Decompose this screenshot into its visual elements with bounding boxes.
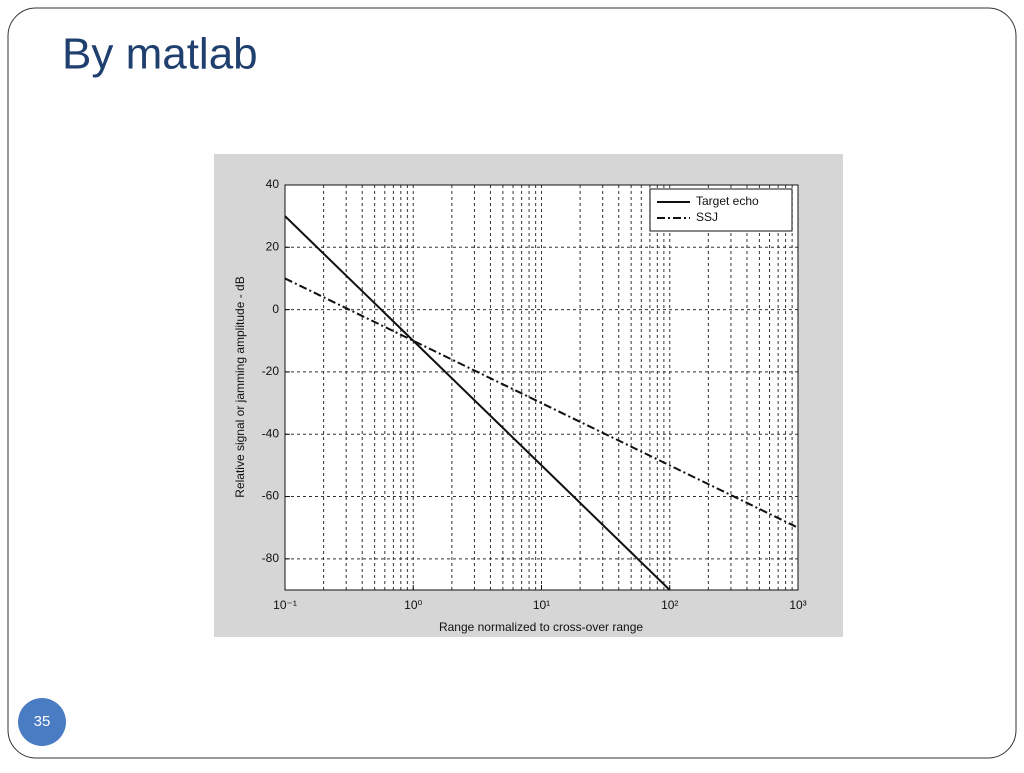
x-tick-label: 10³ <box>789 598 806 612</box>
slide-title: By matlab <box>62 30 258 79</box>
x-tick-label: 10⁻¹ <box>273 598 297 612</box>
y-tick-label: 20 <box>266 239 280 253</box>
y-tick-label: 40 <box>266 177 280 191</box>
plot: 10⁻¹ 10⁰ 10¹ 10² 10³ -80 -60 -40 -20 0 20 40 Target … <box>262 177 807 612</box>
axes-box <box>284 184 799 591</box>
x-tick-label: 10⁰ <box>404 598 422 612</box>
y-axis-label: Relative signal or jamming amplitude - d… <box>233 276 247 497</box>
x-axis-label: Range normalized to cross-over range <box>439 620 643 634</box>
page-badge <box>18 698 66 746</box>
series-line <box>284 277 799 529</box>
y-tick-label: -80 <box>262 551 280 565</box>
x-tick-label: 10² <box>661 598 678 612</box>
y-tick-label: -20 <box>262 364 280 378</box>
legend-label: SSJ <box>696 210 718 224</box>
y-tick-label: -40 <box>262 426 280 440</box>
legend-label: Target echo <box>696 194 759 208</box>
y-tick-label: 0 <box>272 302 279 316</box>
series-line <box>284 215 671 591</box>
legend-box <box>649 188 793 232</box>
y-tick-label: -60 <box>262 489 280 503</box>
x-tick-label: 10¹ <box>533 598 550 612</box>
page-number: 35 <box>34 713 51 730</box>
